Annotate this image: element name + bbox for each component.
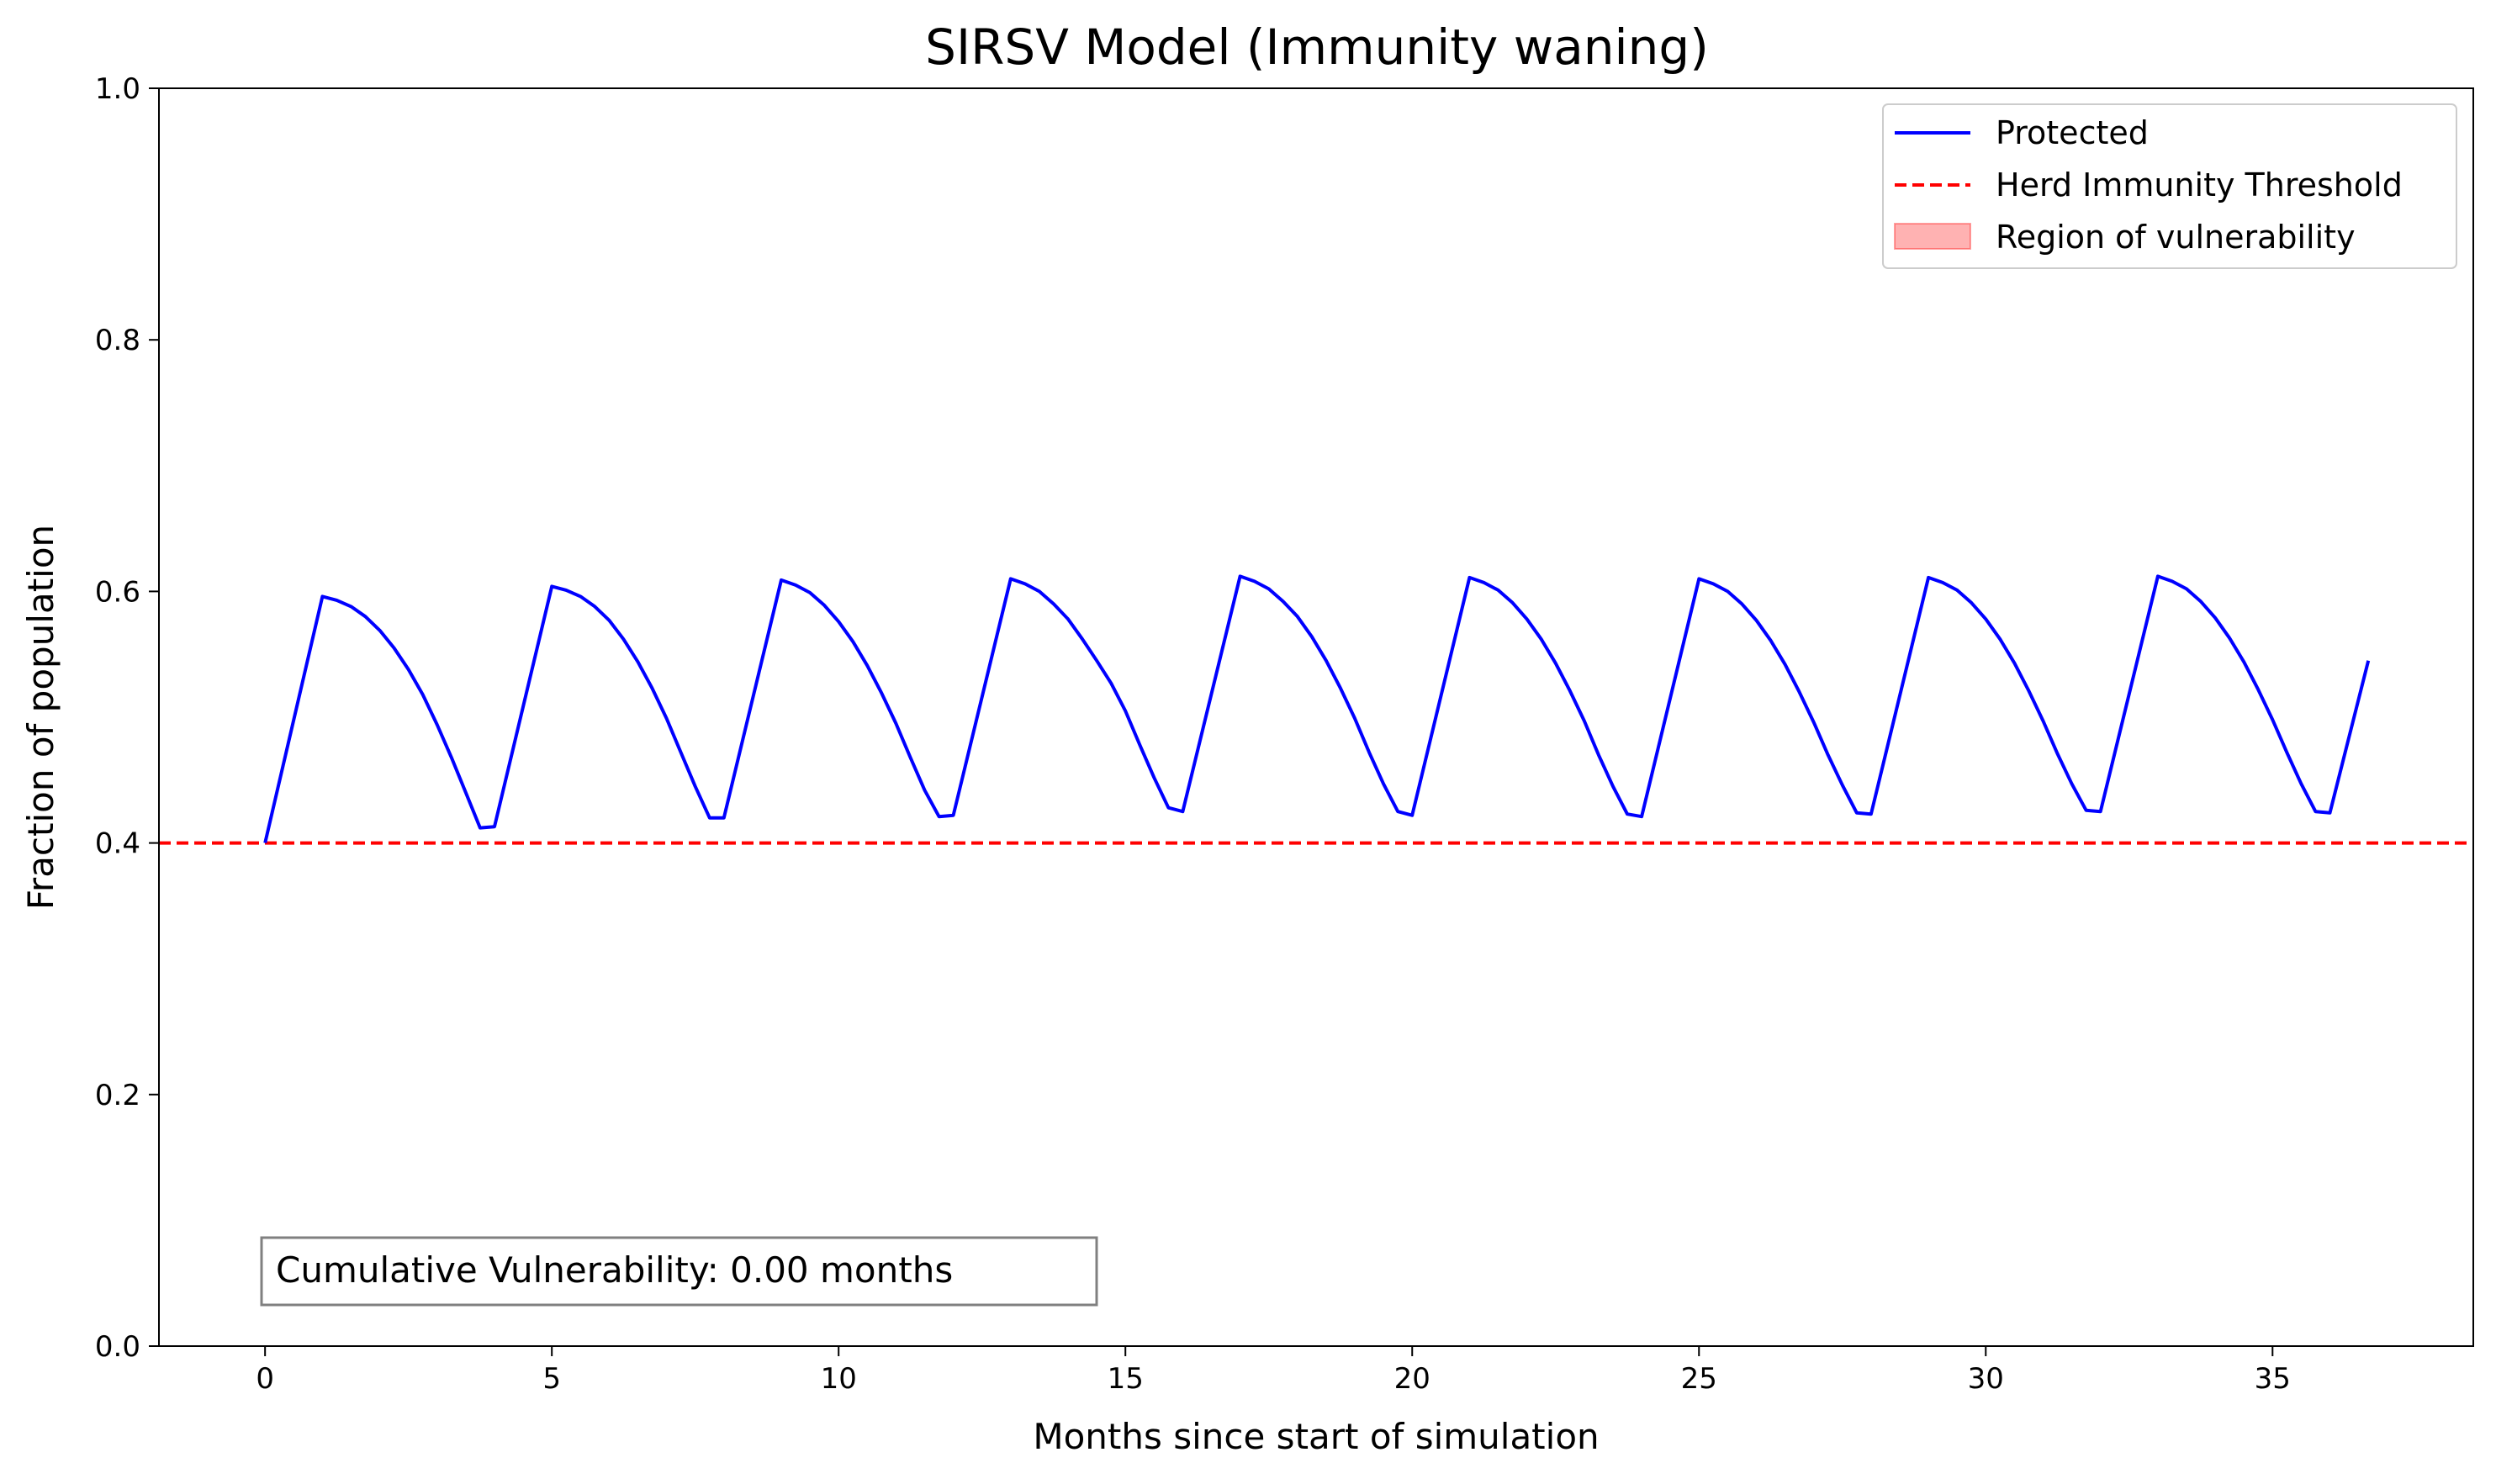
- protected-series-line: [263, 574, 2371, 844]
- x-tick-label: 25: [1681, 1362, 1717, 1396]
- series-layer: [263, 574, 2371, 844]
- legend-vulnerability-label: Region of vulnerability: [1996, 219, 2356, 256]
- x-tick-label: 15: [1108, 1362, 1144, 1396]
- y-axis-ticks: 0.0 0.2 0.4 0.6 0.8 1.0: [95, 72, 159, 1364]
- annotation-box: [260, 1236, 1098, 1307]
- y-tick-label: 0.6: [95, 575, 140, 609]
- legend-protected-label: Protected: [1996, 114, 2149, 151]
- plot-frame: [158, 87, 2474, 1347]
- annotation-text: Cumulative Vulnerability: 0.00 months: [276, 1249, 953, 1291]
- y-axis-label: Fraction of population: [20, 525, 61, 910]
- y-tick-label: 0.0: [95, 1330, 140, 1364]
- plot-area: [158, 87, 2474, 1347]
- x-axis-ticks: 0 5 10 15 20 25 30 35: [256, 1346, 2291, 1396]
- legend-threshold-label: Herd Immunity Threshold: [1996, 166, 2403, 203]
- legend-box: [1882, 103, 2457, 269]
- legend-vulnerability-swatch: [1894, 223, 1971, 250]
- cumulative-vulnerability-annotation: Cumulative Vulnerability: 0.00 months: [260, 1236, 1098, 1307]
- x-tick-label: 5: [542, 1362, 561, 1396]
- x-tick-label: 35: [2255, 1362, 2291, 1396]
- x-tick-label: 10: [821, 1362, 857, 1396]
- y-tick-label: 0.4: [95, 827, 140, 861]
- x-tick-label: 30: [1968, 1362, 2004, 1396]
- x-tick-label: 20: [1394, 1362, 1430, 1396]
- x-tick-label: 0: [256, 1362, 274, 1396]
- x-axis-label: Months since start of simulation: [1033, 1416, 1599, 1457]
- legend: Protected Herd Immunity Threshold Region…: [1882, 103, 2457, 269]
- y-tick-label: 0.2: [95, 1079, 140, 1112]
- chart-title: SIRSV Model (Immunity waning): [925, 18, 1709, 76]
- y-tick-label: 0.8: [95, 324, 140, 357]
- y-tick-label: 1.0: [95, 72, 140, 106]
